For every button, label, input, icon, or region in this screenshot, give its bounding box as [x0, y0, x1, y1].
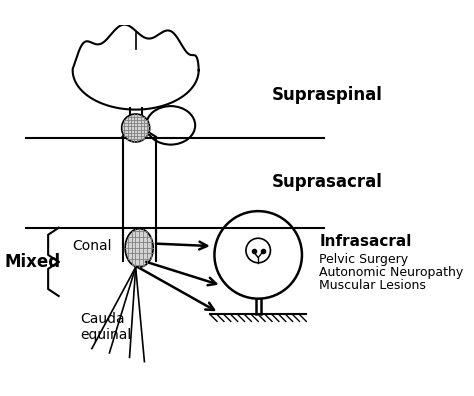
Ellipse shape	[125, 228, 153, 267]
Text: Mixed: Mixed	[4, 253, 61, 271]
Circle shape	[122, 114, 150, 142]
Text: Conal: Conal	[72, 239, 111, 253]
Text: Infrasacral: Infrasacral	[319, 234, 412, 249]
Text: Cauda
equinal: Cauda equinal	[81, 312, 132, 342]
Text: Muscular Lesions: Muscular Lesions	[319, 279, 426, 292]
Text: Pelvic Surgery: Pelvic Surgery	[319, 253, 409, 266]
Text: Supraspinal: Supraspinal	[271, 86, 382, 104]
Text: Suprasacral: Suprasacral	[271, 173, 382, 191]
Text: Autonomic Neuropathy: Autonomic Neuropathy	[319, 266, 464, 279]
